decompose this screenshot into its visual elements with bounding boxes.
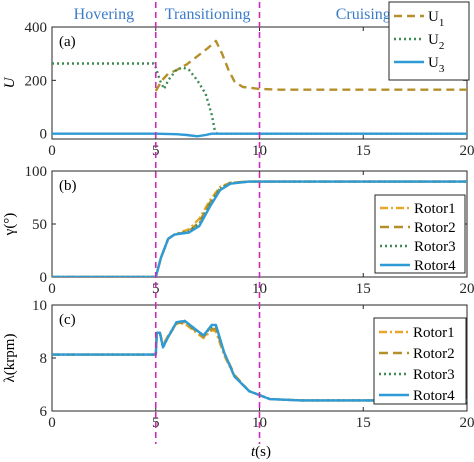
phase-labels: Hovering Transitioning Cruising — [74, 6, 391, 23]
phase-label-hovering: Hovering — [74, 6, 134, 23]
y-tick-label: 0 — [40, 127, 48, 143]
y-axis-label: U — [2, 76, 18, 88]
legend-box — [373, 317, 467, 405]
legend-entry: Rotor1 — [413, 325, 455, 341]
x-tick-label: 20 — [460, 143, 474, 159]
legend-entry: Rotor2 — [414, 220, 456, 236]
panel-c: 051015206810λ(krpm)(c)Rotor1Rotor2Rotor3… — [2, 298, 474, 431]
x-tick-label: 0 — [48, 415, 56, 431]
legend-entry: Rotor4 — [413, 388, 455, 404]
panel-label: (b) — [59, 178, 77, 194]
x-tick-label: 5 — [152, 143, 160, 159]
panel-b: 0 5 10 15 20050100γ(°)(b)Rotor1Rotor2Rotor3R… — [2, 164, 474, 297]
panel-label: (c) — [59, 312, 76, 328]
phase-label-cruising: Cruising — [336, 6, 391, 23]
x-tick-label: 15 — [356, 143, 371, 159]
x-axis-label-unit: (s) — [255, 444, 271, 460]
legend-box — [374, 194, 466, 274]
legend-entry: U2 — [428, 32, 444, 52]
legend-entry: Rotor1 — [414, 201, 456, 217]
y-tick-label: 6 — [40, 404, 48, 420]
x-tick-label: 0 — [48, 281, 56, 297]
y-tick-label: 50 — [32, 217, 47, 233]
x-tick-label: 20 — [460, 281, 474, 297]
legend: U1 U2 U3 — [388, 1, 470, 81]
legend-entry: U3 — [428, 55, 445, 75]
phase-dividers — [154, 2, 261, 444]
x-tick-label: 0 — [48, 143, 56, 159]
y-axis-label: λ(krpm) — [2, 334, 18, 383]
x-tick-label: 10 — [252, 143, 267, 159]
legend-entry: U1 — [428, 9, 444, 29]
legend-entry: Rotor4 — [414, 258, 456, 274]
x-axis-label-t: t — [251, 444, 256, 460]
phase-label-transitioning: Transitioning — [165, 6, 251, 23]
legend-entry: Rotor2 — [413, 346, 455, 362]
y-axis-label: γ(°) — [2, 213, 18, 237]
y-tick-label: 8 — [40, 351, 48, 367]
x-tick-label: 5 — [152, 281, 160, 297]
y-tick-label: 200 — [25, 73, 48, 89]
legend-entry: Rotor3 — [413, 367, 455, 383]
legend: Rotor1 Rotor2 Rotor3 Rotor4 — [373, 317, 467, 405]
y-tick-label: 10 — [32, 298, 47, 314]
x-tick-label: 20 — [460, 415, 474, 431]
series-line-rotor4 — [52, 180, 467, 277]
y-tick-label: 0 — [40, 270, 48, 286]
series-line-u1 — [154, 39, 467, 92]
y-tick-label: 100 — [25, 164, 48, 180]
x-tick-label: 15 — [356, 281, 371, 297]
series-line-u3 — [52, 132, 467, 138]
series-line-rotor4 — [52, 319, 467, 402]
y-tick-label: 400 — [25, 20, 48, 36]
x-tick-label: 10 — [252, 281, 267, 297]
series-line-u2 — [52, 62, 467, 135]
x-tick-label: 15 — [356, 415, 371, 431]
panel-label: (a) — [59, 34, 76, 50]
legend: Rotor1 Rotor2 Rotor3 Rotor4 — [374, 194, 466, 274]
legend-entry: Rotor3 — [414, 239, 456, 255]
legend-box — [388, 1, 470, 81]
x-axis-label: t(s) — [251, 444, 271, 460]
